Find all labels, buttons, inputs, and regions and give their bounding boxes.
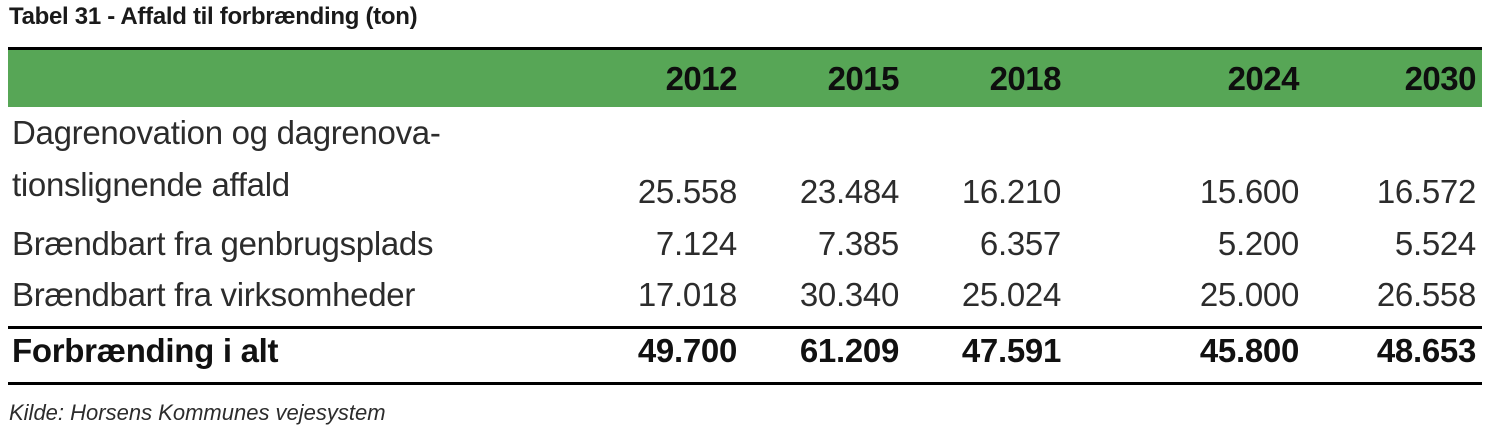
header-year-2018: 2018 bbox=[905, 47, 1067, 107]
cell-value: 17.018 bbox=[637, 275, 737, 313]
table-header-row: 2012 2015 2018 2024 2030 bbox=[8, 47, 1482, 107]
cell-value: 30.340 bbox=[799, 275, 899, 313]
cell-value: 25.000 bbox=[1199, 275, 1299, 313]
header-year-2030: 2030 bbox=[1305, 47, 1482, 107]
cell-value: 15.600 bbox=[1199, 173, 1299, 210]
header-empty-cell bbox=[8, 47, 538, 107]
row-label: Brændbart fra virksomheder bbox=[12, 275, 416, 313]
source-note: Kilde: Horsens Kommunes vejesystem bbox=[9, 400, 386, 425]
table-title: Tabel 31 - Affald til forbrænding (ton) bbox=[9, 3, 418, 30]
header-year-2024: 2024 bbox=[1067, 47, 1305, 107]
cell-value: 16.572 bbox=[1376, 173, 1476, 210]
header-year-2015: 2015 bbox=[743, 47, 905, 107]
table-row-total: Forbrænding i alt 49.700 61.209 47.591 4… bbox=[8, 327, 1482, 383]
header-year-2012: 2012 bbox=[538, 47, 743, 107]
table-row-dagrenovation: Dagrenovation og dagrenova- tionslignend… bbox=[8, 107, 1482, 223]
row-label-line-2: tionslignende affald bbox=[12, 166, 290, 203]
cell-value: 26.558 bbox=[1376, 275, 1476, 313]
cell-value: 25.558 bbox=[637, 173, 737, 210]
total-value: 48.653 bbox=[1376, 331, 1476, 369]
row-label: Dagrenovation og dagrenova- tionslignend… bbox=[8, 107, 538, 223]
row-label-line-1: Dagrenovation og dagrenova- bbox=[12, 114, 441, 151]
total-value: 47.591 bbox=[961, 331, 1061, 369]
cell-value: 5.200 bbox=[1217, 225, 1299, 262]
total-value: 49.700 bbox=[637, 331, 737, 369]
table-row-virksomheder: Brændbart fra virksomheder 17.018 30.340… bbox=[8, 275, 1482, 327]
cell-value: 7.385 bbox=[817, 225, 899, 262]
cell-value: 6.357 bbox=[979, 225, 1061, 262]
total-value: 45.800 bbox=[1199, 331, 1299, 369]
cell-value: 7.124 bbox=[655, 225, 737, 262]
total-value: 61.209 bbox=[799, 331, 899, 369]
total-label: Forbrænding i alt bbox=[12, 331, 279, 369]
row-label: Brændbart fra genbrugsplads bbox=[12, 225, 434, 262]
cell-value: 5.524 bbox=[1394, 225, 1476, 262]
waste-incineration-table: 2012 2015 2018 2024 2030 Dagrenovation o… bbox=[8, 47, 1482, 385]
cell-value: 23.484 bbox=[799, 173, 899, 210]
table-row-genbrugsplads: Brændbart fra genbrugsplads 7.124 7.385 … bbox=[8, 223, 1482, 275]
cell-value: 25.024 bbox=[961, 275, 1061, 313]
cell-value: 16.210 bbox=[961, 173, 1061, 210]
